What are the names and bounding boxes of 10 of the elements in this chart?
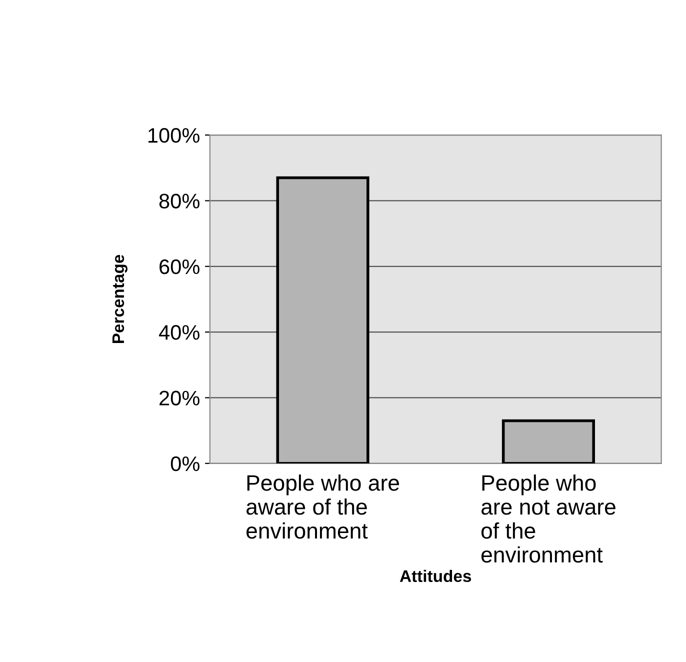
x-tick-label: People who are aware of the environment [246, 474, 399, 539]
y-tick-label: 20% [160, 390, 200, 406]
x-axis-title: Attitudes [400, 570, 472, 582]
y-tick-label: 100% [148, 128, 200, 143]
y-tick-label: 60% [160, 259, 200, 274]
y-axis-title: Percentage [112, 254, 128, 344]
x-tick-label: People who are not aware of the environment [481, 474, 616, 563]
y-tick-label: 0% [170, 456, 200, 472]
y-tick-label: 40% [158, 325, 200, 340]
y-tick-label: 80% [159, 194, 200, 208]
